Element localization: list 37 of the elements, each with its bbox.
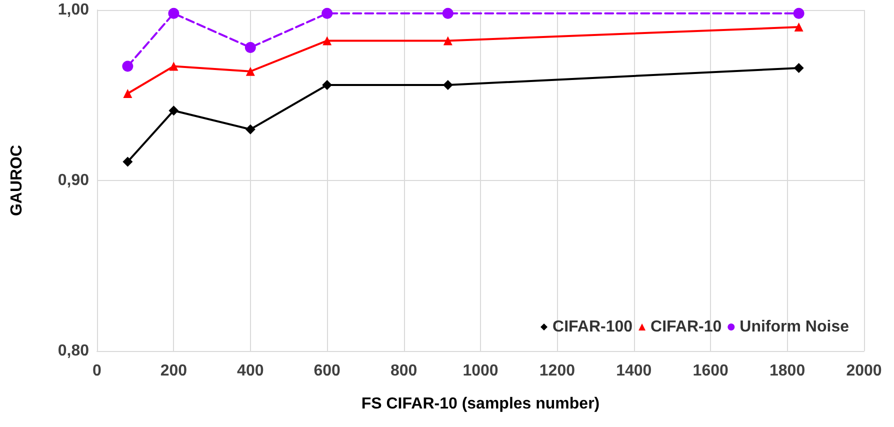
y-tick-label: 1,00 [58, 2, 90, 18]
point [168, 106, 179, 116]
x-tick-label: 1200 [539, 362, 576, 380]
x-tick-label: 2000 [846, 362, 882, 380]
point [322, 8, 333, 19]
x-tick-label: 600 [314, 362, 341, 380]
point [244, 42, 256, 54]
point [169, 62, 178, 71]
point [123, 89, 132, 98]
x-tick-label: 1000 [462, 362, 498, 380]
point [322, 36, 332, 46]
point [794, 22, 804, 32]
point [442, 8, 454, 19]
x-axis-title: FS CIFAR-10 (samples number) [361, 396, 600, 412]
legend-label: CIFAR-10 [650, 318, 722, 336]
y-tick-label: 0,80 [58, 342, 90, 360]
point [122, 156, 133, 167]
point [168, 8, 180, 19]
point [793, 8, 804, 19]
point [794, 62, 804, 73]
x-tick-label: 0 [92, 362, 102, 380]
x-tick-label: 1600 [692, 362, 728, 380]
x-tick-label: 400 [237, 362, 264, 380]
x-tick-label: 1400 [616, 362, 652, 380]
x-tick-label: 800 [390, 362, 418, 380]
legend-label: Uniform Noise [740, 318, 850, 336]
point [322, 80, 332, 90]
point [245, 124, 256, 134]
point [122, 60, 134, 72]
point [246, 66, 255, 76]
point [442, 80, 453, 90]
x-tick-label: 1800 [770, 362, 806, 380]
point [443, 36, 452, 46]
x-tick-label: 200 [160, 362, 188, 380]
y-tick-label: 0,90 [58, 172, 90, 189]
legend-label: CIFAR-100 [552, 318, 633, 336]
y-axis-title: GAUROC [8, 144, 26, 216]
